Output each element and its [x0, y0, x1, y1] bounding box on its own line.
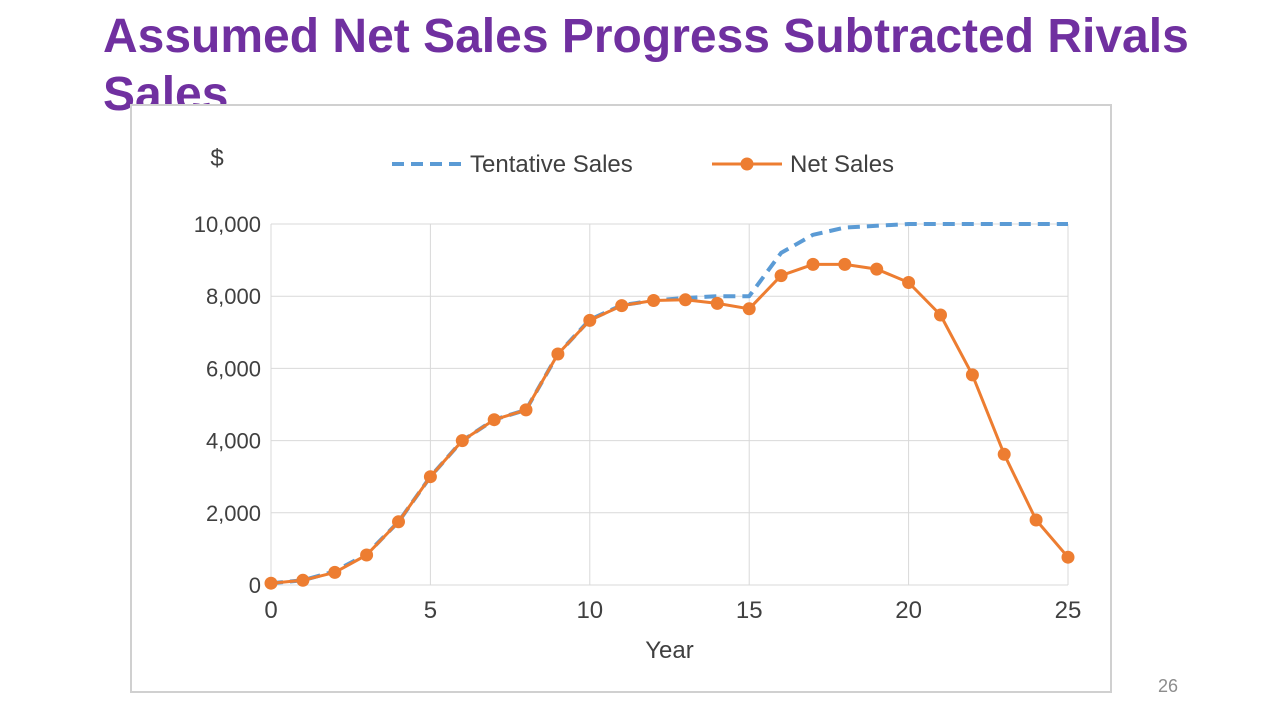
- x-axis-label: Year: [645, 637, 694, 664]
- x-tick-label: 0: [264, 597, 277, 624]
- y-tick-label: 8,000: [206, 284, 261, 309]
- chart-frame: $ Year 0 2,000 4,000 6,000 8,000 10,000 0 5 10 15…: [130, 104, 1112, 693]
- net-sales-point: [1029, 513, 1043, 527]
- net-sales-point: [423, 470, 437, 484]
- net-sales-point: [678, 293, 692, 307]
- net-sales-point: [774, 269, 788, 283]
- x-tick-label: 15: [736, 597, 763, 624]
- legend-marker-net-sales: [740, 157, 754, 171]
- y-axis-label: $: [210, 145, 223, 172]
- x-tick-label: 10: [576, 597, 603, 624]
- net-sales-point: [1061, 550, 1075, 564]
- chart-series: [264, 222, 1075, 590]
- chart-legend[interactable]: Tentative Sales Net Sales: [392, 151, 894, 178]
- legend-label-net-sales: Net Sales: [790, 151, 894, 178]
- net-sales-point: [647, 294, 661, 307]
- y-tick-label: 10,000: [194, 212, 261, 237]
- net-sales-point: [328, 565, 342, 579]
- y-tick-label: 2,000: [206, 501, 261, 526]
- y-tick-label: 4,000: [206, 429, 261, 454]
- legend-label-tentative-sales: Tentative Sales: [470, 151, 633, 178]
- line-chart: $ Year 0 2,000 4,000 6,000 8,000 10,000 0 5 10 15…: [194, 145, 1082, 664]
- x-tick-label: 25: [1055, 597, 1082, 624]
- net-sales-point: [615, 299, 629, 313]
- net-sales-point: [264, 576, 278, 590]
- net-sales-point: [296, 573, 310, 587]
- net-sales-point: [934, 308, 947, 322]
- y-tick-label: 6,000: [206, 356, 261, 381]
- y-tick-label: 0: [249, 573, 261, 598]
- net-sales-point: [551, 347, 565, 361]
- net-sales-point: [519, 403, 533, 417]
- net-sales-point: [806, 257, 820, 271]
- page-number: 26: [1157, 676, 1179, 696]
- x-tick-label: 5: [424, 597, 437, 624]
- net-sales-point: [902, 276, 916, 289]
- net-sales-point: [487, 413, 501, 427]
- net-sales-point: [965, 368, 979, 382]
- slide-title: Assumed Net Sales Progress Subtracted Ri…: [103, 10, 1189, 121]
- net-sales-point: [455, 434, 469, 448]
- net-sales-point: [392, 515, 405, 529]
- net-sales-point: [838, 257, 852, 271]
- net-sales-point: [360, 548, 374, 562]
- net-sales-point: [742, 302, 756, 316]
- net-sales-point: [710, 296, 724, 310]
- axis-labels: $ Year 0 2,000 4,000 6,000 8,000 10,000 0 5 10 15…: [194, 145, 1082, 664]
- series-line-net-sales: [270, 262, 1070, 585]
- net-sales-point: [583, 313, 597, 327]
- net-sales-point: [997, 447, 1011, 461]
- x-tick-label: 20: [895, 597, 922, 624]
- net-sales-point: [870, 262, 884, 276]
- grid-lines: [270, 223, 1069, 586]
